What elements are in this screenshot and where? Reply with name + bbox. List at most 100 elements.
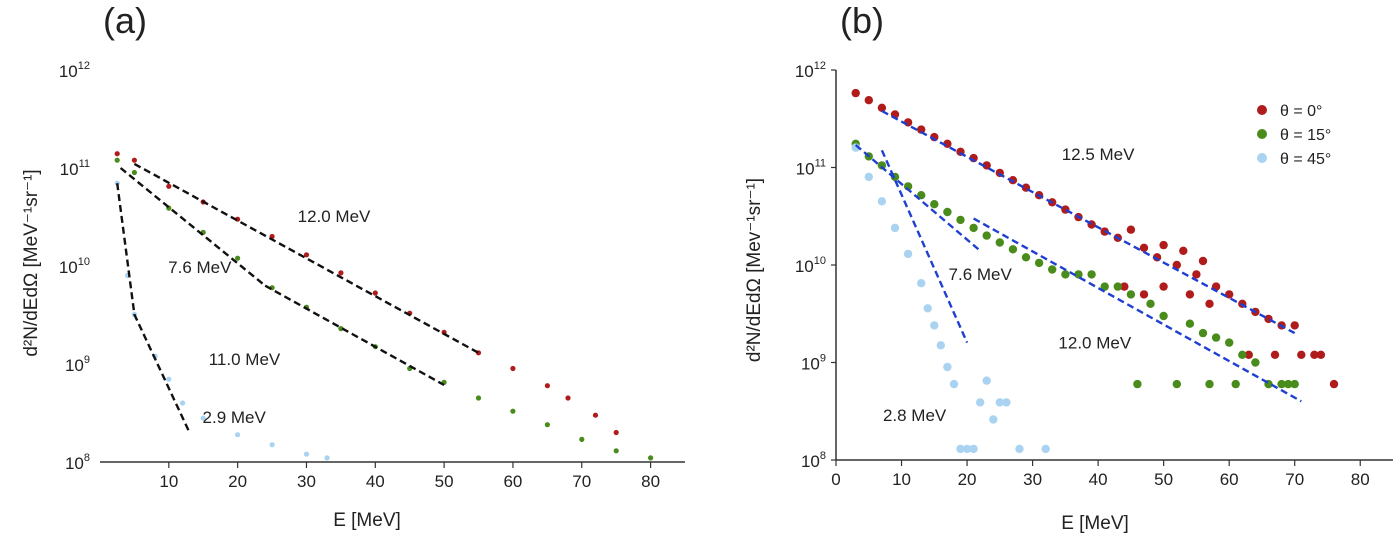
data-point-b-series-0 [1244, 350, 1254, 359]
y-tick-label-a: 108 [65, 452, 90, 473]
x-tick-label-b: 80 [1351, 470, 1370, 489]
data-point-b-series-1 [1251, 358, 1260, 367]
data-point-b-series-1 [1225, 338, 1234, 347]
data-point-b-series-2 [890, 223, 900, 233]
data-point-b-series-0 [1139, 290, 1149, 299]
fit-annotation-b: 7.6 MeV [949, 265, 1013, 284]
x-tick-label-b: 10 [892, 470, 911, 489]
data-point-b-series-1 [1048, 265, 1057, 274]
data-point-b-series-1 [1100, 282, 1109, 291]
data-point-b-series-1 [1021, 253, 1031, 262]
data-point-b-series-2 [982, 376, 991, 385]
x-tick-label-b: 40 [1089, 470, 1108, 489]
data-point-b-series-0 [1159, 282, 1168, 291]
data-point-b-series-0 [1329, 379, 1339, 389]
y-tick-label-a: 1010 [59, 256, 90, 277]
x-tick-label-a: 40 [366, 472, 385, 491]
data-point-a-series-2 [235, 432, 241, 438]
data-point-b-series-0 [1270, 350, 1280, 359]
fit-annotation-b: 12.0 MeV [1058, 333, 1131, 352]
data-point-b-series-2 [949, 379, 959, 389]
fit-annotation-a: 11.0 MeV [209, 350, 281, 369]
fit-annotation-b: 2.8 MeV [883, 406, 947, 425]
x-tick-label-a: 50 [435, 472, 454, 491]
data-point-b-series-1 [1061, 270, 1070, 279]
legend-marker [1257, 153, 1267, 163]
data-point-b-series-0 [877, 103, 887, 113]
data-point-b-series-1 [982, 231, 991, 240]
data-point-b-series-1 [995, 238, 1004, 247]
data-point-a-series-2 [324, 455, 330, 461]
data-point-b-series-1 [1205, 379, 1214, 389]
data-point-b-series-1 [1034, 258, 1044, 268]
data-point-b-series-2 [1002, 398, 1011, 407]
x-tick-label-a: 30 [297, 472, 316, 491]
data-point-b-series-2 [956, 444, 965, 454]
y-tick-label-a: 1012 [59, 60, 90, 81]
plot-area-a: 10 20 30 40 50 60 70 80 108 109 1010 1011 1012 12.0 M… [59, 60, 685, 491]
data-point-b-series-1 [1231, 379, 1240, 389]
panel-label-a: (a) [103, 0, 147, 41]
data-point-a-series-0 [338, 270, 344, 276]
x-tick-label-b: 60 [1220, 470, 1239, 489]
fit-line-b-3 [880, 149, 969, 344]
x-axis-title-a: E [MeV] [333, 510, 401, 531]
x-tick-label-a: 70 [572, 472, 591, 491]
data-point-a-series-0 [303, 252, 310, 258]
data-point-b-series-1 [1284, 379, 1293, 389]
fit-line-a-3 [116, 183, 191, 434]
legend-marker [1257, 129, 1267, 139]
data-point-a-series-1 [648, 455, 654, 461]
data-point-a-series-1 [544, 422, 551, 428]
data-point-b-series-1 [930, 200, 939, 209]
data-point-b-series-0 [917, 125, 926, 134]
data-point-a-series-0 [372, 290, 378, 296]
data-point-b-series-1 [1290, 379, 1299, 389]
data-point-a-series-1 [613, 448, 619, 454]
fit-line-a-2 [264, 284, 445, 387]
data-point-b-series-2 [936, 341, 945, 350]
data-point-a-series-2 [166, 376, 172, 382]
data-point-a-series-1 [114, 157, 120, 163]
data-point-b-series-2 [989, 415, 998, 424]
data-point-b-series-2 [864, 172, 873, 182]
data-point-a-series-0 [613, 429, 619, 436]
y-axis-title-a: d²N/dEdΩ [MeV⁻¹sr⁻¹] [21, 169, 42, 356]
x-tick-label-b: 20 [958, 470, 977, 489]
fit-annotation-a: 7.6 MeV [168, 258, 232, 277]
legend-label: θ = 15° [1280, 127, 1331, 144]
legend-label: θ = 0° [1280, 103, 1322, 120]
data-point-a-series-0 [114, 151, 120, 157]
data-point-b-series-0 [1310, 350, 1319, 359]
y-axis-title-b: d²N/dEdΩ [Mev⁻¹sr⁻¹] [744, 178, 765, 362]
data-point-b-series-0 [1179, 246, 1188, 255]
panel-a: (a) d²N/dEdΩ [MeV⁻¹sr⁻¹] E [MeV] 10 20 30 4… [21, 0, 685, 531]
data-point-b-series-2 [923, 304, 932, 313]
y-tick-label-a: 1011 [60, 158, 90, 179]
data-point-b-series-0 [1172, 260, 1182, 270]
legend-label: θ = 45° [1280, 151, 1331, 168]
data-point-b-series-1 [1113, 282, 1123, 291]
x-axis-title-b: E [MeV] [1061, 513, 1129, 534]
data-point-b-series-1 [1238, 350, 1247, 359]
data-point-b-series-1 [1211, 333, 1221, 342]
data-point-b-series-0 [1316, 350, 1326, 359]
data-point-b-series-2 [969, 444, 978, 454]
data-point-b-series-2 [903, 249, 913, 259]
data-point-b-series-0 [1297, 350, 1306, 359]
data-point-a-series-0 [131, 157, 137, 163]
data-point-b-series-1 [1159, 311, 1168, 321]
data-point-b-series-1 [1172, 379, 1182, 389]
data-point-b-series-1 [1198, 328, 1208, 338]
data-point-b-series-1 [1146, 299, 1155, 308]
data-point-b-series-0 [864, 96, 873, 105]
data-point-b-series-1 [956, 215, 965, 225]
data-point-b-series-1 [1277, 379, 1286, 389]
data-point-a-series-2 [269, 442, 275, 448]
data-point-b-series-2 [930, 321, 939, 330]
fit-annotation-a: 12.0 MeV [298, 207, 371, 226]
data-point-a-series-2 [303, 451, 310, 457]
y-tick-label-b: 1012 [795, 60, 826, 81]
data-point-b-series-2 [962, 444, 972, 454]
data-point-b-series-0 [851, 88, 860, 98]
